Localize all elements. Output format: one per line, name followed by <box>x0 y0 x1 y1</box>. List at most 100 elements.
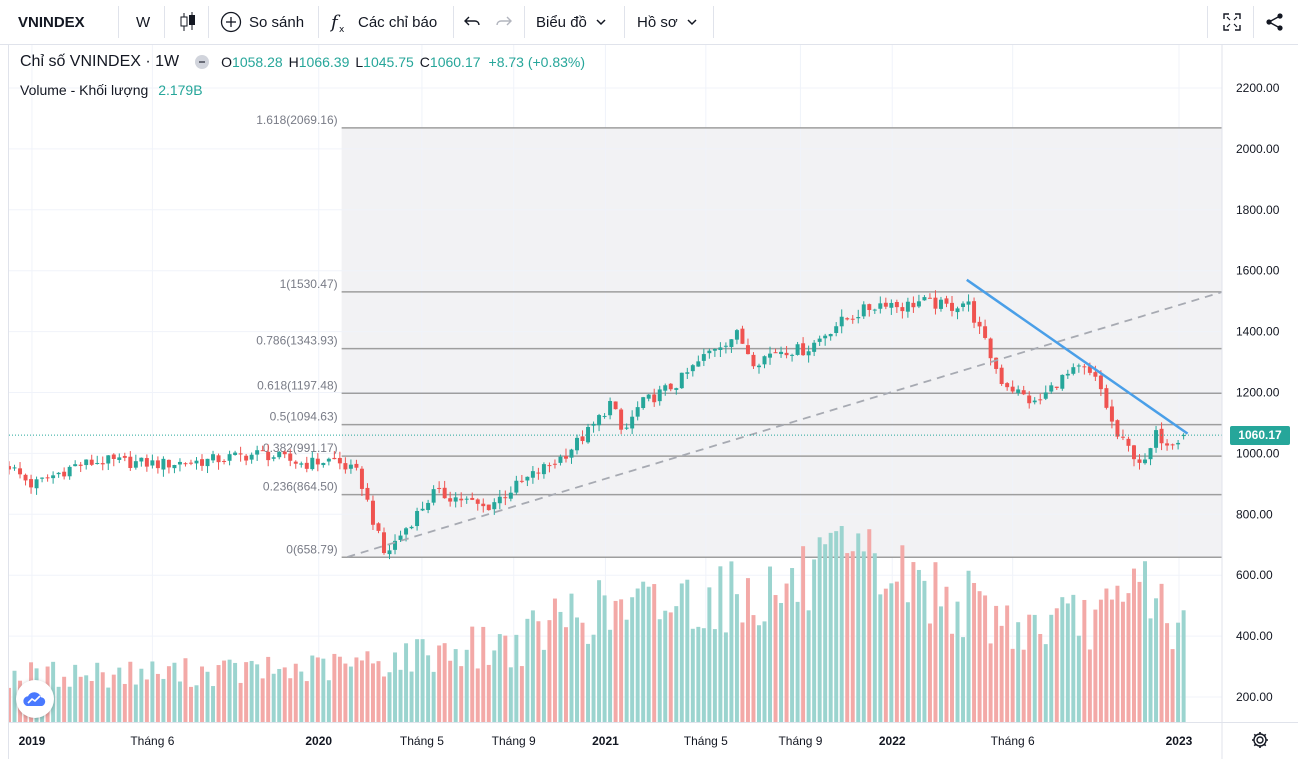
candle-body <box>712 348 717 351</box>
volume-bar <box>966 570 971 722</box>
candle-body <box>315 458 320 465</box>
candle-body <box>525 476 530 481</box>
candle-body <box>657 389 662 402</box>
volume-bar <box>95 662 100 722</box>
volume-bar <box>233 662 238 722</box>
candle-body <box>332 457 337 460</box>
volume-bar <box>78 676 83 722</box>
candle-body <box>1065 373 1070 376</box>
time-tick-label: 2019 <box>19 734 46 748</box>
divider <box>524 6 525 38</box>
volume-bar <box>393 652 398 722</box>
volume-bar <box>1154 598 1159 722</box>
candle-body <box>867 304 872 310</box>
volume-bar <box>111 674 116 722</box>
volume-bar <box>723 632 728 722</box>
candle-body <box>850 318 855 320</box>
volume-bar <box>762 621 767 722</box>
symbol-search[interactable]: VNINDEX <box>18 13 85 31</box>
candle-body <box>845 318 850 320</box>
candle-body <box>1010 386 1015 392</box>
chart-menu-button[interactable]: Biểu đồ <box>536 0 607 44</box>
candle-body <box>872 309 877 311</box>
chevron-down-icon <box>687 19 697 26</box>
fullscreen-button[interactable] <box>1222 0 1242 44</box>
redo-icon <box>496 16 512 26</box>
plus-circle-icon <box>220 11 242 33</box>
candle-body <box>23 474 28 481</box>
divider <box>164 6 165 38</box>
candle-body <box>34 479 39 489</box>
candle-body <box>1093 372 1098 377</box>
volume-bar <box>326 680 331 722</box>
candle-body <box>635 407 640 417</box>
volume-bar <box>541 649 546 722</box>
candle-body <box>1159 428 1164 444</box>
candle-body <box>45 477 50 479</box>
candle-body <box>133 461 138 468</box>
volume-bar <box>944 586 949 722</box>
candle-body <box>790 354 795 356</box>
candle-body <box>983 326 988 338</box>
low-value: 1045.75 <box>363 54 414 70</box>
volume-bar <box>525 618 530 722</box>
volume-bar <box>712 629 717 722</box>
volume-bar <box>310 655 315 722</box>
volume-bar <box>459 666 464 722</box>
volume-bar <box>933 562 938 722</box>
compare-button[interactable]: So sánh <box>220 0 304 44</box>
legend-collapse-button[interactable] <box>195 55 210 69</box>
candle-body <box>200 459 204 466</box>
candle-body <box>988 338 993 359</box>
volume-bar <box>1032 614 1037 722</box>
volume-bar <box>768 566 773 722</box>
time-tick-label: Tháng 9 <box>492 734 536 748</box>
candle-body <box>321 462 326 466</box>
candle-body <box>1126 438 1131 446</box>
volume-label: Volume - Khối lượng <box>20 82 149 98</box>
trendline <box>347 291 1223 558</box>
low-label: L <box>355 54 364 70</box>
candle-body <box>563 456 568 459</box>
tradingview-logo-button[interactable] <box>16 680 54 718</box>
volume-bar <box>73 664 78 722</box>
volume-bar <box>128 661 133 722</box>
fib-level-label: 0.5(1094.63) <box>270 410 338 424</box>
volume-bar <box>652 584 657 722</box>
time-tick-label: 2020 <box>305 734 332 748</box>
fib-level-label: 0(658.79) <box>286 542 337 556</box>
candle-body <box>415 510 420 527</box>
bar-style-button[interactable] <box>178 0 198 44</box>
candle-body <box>211 454 216 461</box>
volume-bar <box>117 667 122 722</box>
last-price-tag: 1060.17 <box>1230 426 1290 445</box>
candle-body <box>387 550 392 555</box>
settings-button[interactable] <box>1250 730 1270 750</box>
candle-body <box>608 401 613 416</box>
profile-menu-button[interactable]: Hồ sơ <box>637 0 698 44</box>
volume-bar <box>845 553 850 722</box>
time-axis[interactable] <box>9 722 1298 760</box>
candle-body <box>806 351 811 356</box>
candle-body <box>751 354 756 367</box>
undo-button[interactable] <box>463 0 481 44</box>
candle-body <box>144 458 149 467</box>
interval-button[interactable]: W <box>136 13 151 31</box>
candle-body <box>1049 385 1054 392</box>
candle-body <box>927 297 932 299</box>
candle-body <box>690 365 695 372</box>
candle-body <box>994 357 999 369</box>
redo-button[interactable] <box>495 0 513 44</box>
time-tick-label: 2023 <box>1166 734 1193 748</box>
volume-bar <box>1137 581 1142 722</box>
share-button[interactable] <box>1265 0 1285 44</box>
candle-body <box>84 459 89 466</box>
volume-bar <box>1076 635 1081 722</box>
candle-body <box>795 344 800 355</box>
volume-bar <box>613 600 618 722</box>
candle-body <box>216 455 221 463</box>
